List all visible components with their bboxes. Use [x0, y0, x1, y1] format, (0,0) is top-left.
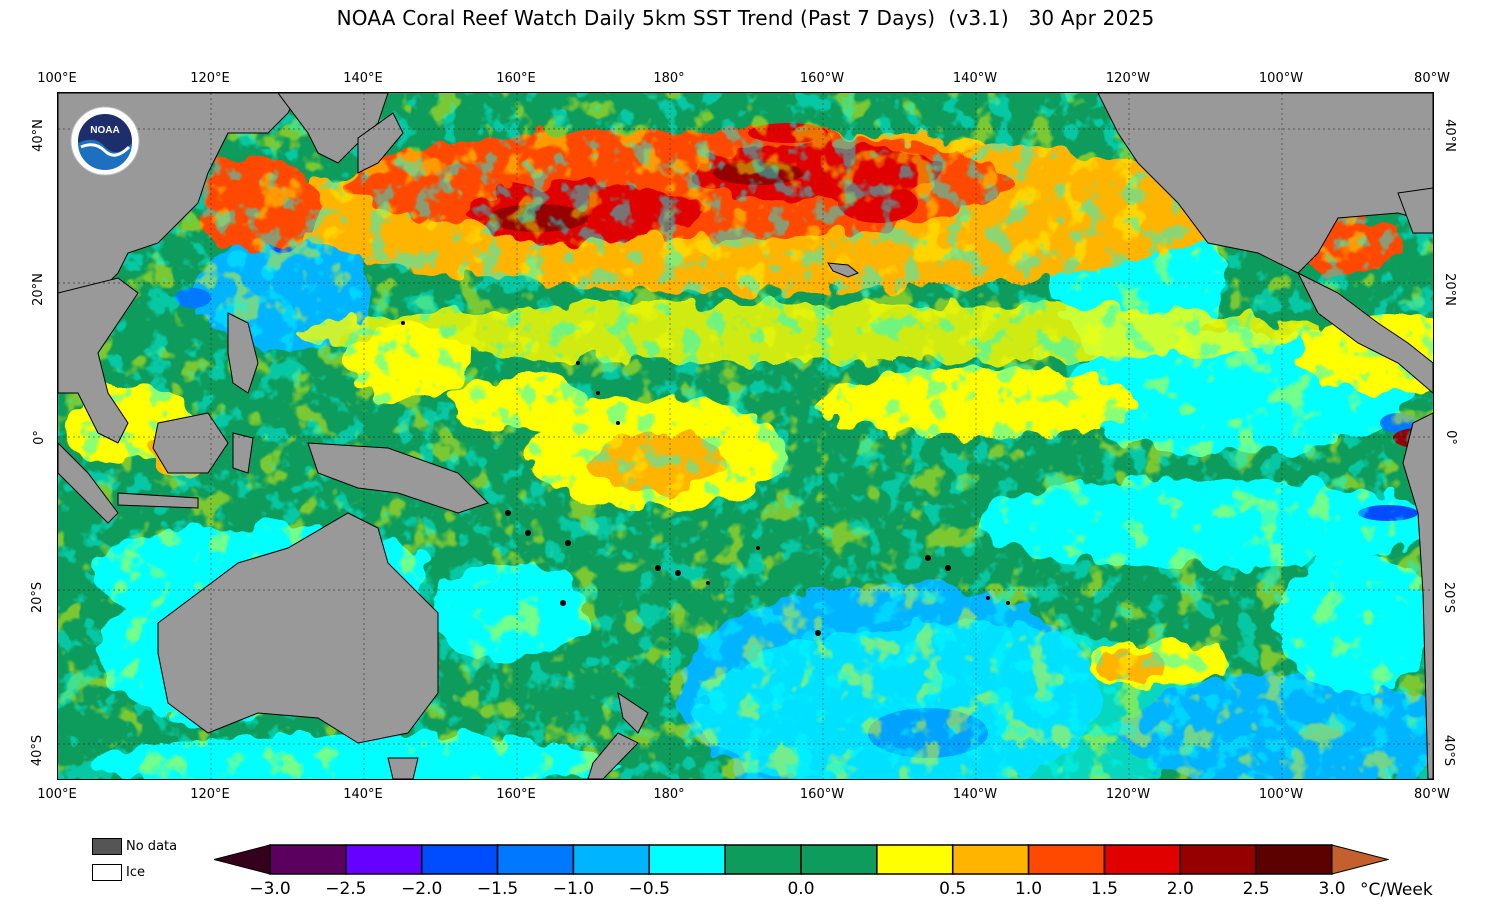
colorbar-under-arrow: [214, 844, 271, 875]
colorbar-tick-label: −3.0: [249, 879, 291, 899]
japan-landmass: [277, 93, 389, 164]
lon-label: 160°E: [496, 787, 536, 802]
lat-label: 0°: [1442, 430, 1458, 445]
colorbar-segment: [1255, 844, 1333, 875]
lon-label: 140°E: [343, 787, 383, 802]
colorbar-tick-label: −1.5: [476, 879, 519, 899]
lon-label: 100°E: [37, 787, 77, 802]
lat-label: 0°: [31, 430, 47, 445]
colorbar-segment: [269, 844, 347, 875]
page-title: NOAA Coral Reef Watch Daily 5km SST Tren…: [336, 6, 1155, 30]
australia: [157, 512, 439, 744]
sumatra: [58, 442, 119, 524]
colorbar-tick-label: −0.5: [628, 879, 670, 899]
java: [117, 492, 199, 509]
borneo: [152, 412, 229, 474]
colorbar-segment: [648, 844, 726, 875]
colorbar: [214, 844, 1389, 875]
lon-label: 180°: [653, 787, 685, 802]
lon-label: 160°E: [496, 71, 536, 86]
colorbar-tick-label: 2.0: [1166, 879, 1194, 899]
lon-label: 160°W: [799, 71, 845, 86]
lat-label: 20°N: [30, 273, 46, 306]
units-label: °C/Week: [1360, 880, 1433, 900]
lon-label: 160°W: [799, 787, 845, 802]
colorbar-segment: [1179, 844, 1257, 875]
land-masses: [58, 93, 1433, 779]
colorbar-tick-label: −2.5: [325, 879, 367, 899]
lon-label: 80°W: [1414, 71, 1450, 86]
graticule: [58, 93, 1433, 779]
lat-label: 40°N: [1441, 119, 1457, 152]
lat-label: 40°S: [1441, 734, 1457, 767]
colorbar-segment: [420, 844, 499, 875]
colorbar-over-arrow: [1331, 844, 1389, 875]
lon-label: 120°W: [1105, 71, 1151, 86]
colorbar-segment: [724, 844, 802, 875]
lon-label: 100°W: [1258, 71, 1304, 86]
lon-label: 80°W: [1414, 787, 1450, 802]
colorbar-tick-label: 1.5: [1090, 879, 1118, 899]
ice-label: Ice: [126, 865, 145, 880]
lon-label: 140°W: [952, 787, 998, 802]
colorbar-tick-label: −2.0: [401, 879, 443, 899]
lat-label: 40°N: [30, 119, 46, 152]
lon-label: 140°E: [343, 71, 383, 86]
ice-swatch: [92, 864, 122, 881]
new-zealand-north: [617, 691, 649, 734]
colorbar-tick-label: 2.5: [1242, 879, 1270, 899]
lat-label: 20°S: [1441, 581, 1457, 614]
south-america: [1402, 412, 1433, 779]
pacific-islands: [401, 321, 1010, 636]
lon-label: 100°W: [1258, 787, 1304, 802]
sulawesi: [232, 432, 254, 474]
lon-label: 120°E: [190, 71, 230, 86]
indochina-landmass: [58, 277, 139, 444]
colorbar-tick-label: 0.5: [939, 879, 967, 899]
philippines: [227, 312, 259, 394]
no-data-swatch: [92, 838, 122, 855]
lat-label: 40°S: [30, 734, 46, 767]
colorbar-segment: [345, 844, 423, 875]
sst-trend-map: NOAA: [57, 92, 1434, 780]
no-data-label: No data: [126, 839, 178, 854]
japan-island: [357, 112, 404, 174]
colorbar-segment: [876, 844, 954, 875]
lat-label: 20°S: [30, 581, 46, 614]
colorbar-segment: [1027, 844, 1106, 875]
colorbar-tick-label: 1.0: [1015, 879, 1043, 899]
colorbar-segment: [800, 844, 878, 875]
lat-label: 20°N: [1441, 273, 1457, 306]
colorbar-segment: [496, 844, 575, 875]
new-zealand-south: [587, 732, 639, 779]
colorbar-tick-label: −1.0: [552, 879, 595, 899]
noaa-logo-text: NOAA: [90, 125, 119, 136]
colorbar-segment: [572, 844, 651, 875]
map-canvas: NOAA: [58, 93, 1433, 779]
new-guinea: [307, 442, 489, 514]
florida: [1397, 187, 1433, 234]
lon-label: 100°E: [37, 71, 77, 86]
tasmania: [387, 757, 419, 779]
colorbar-tick-label: 0.0: [787, 879, 815, 899]
central-america: [1296, 271, 1433, 394]
lon-label: 120°W: [1105, 787, 1151, 802]
colorbar-tick-label: 3.0: [1318, 879, 1346, 899]
noaa-logo: NOAA: [70, 106, 140, 176]
colorbar-segment: [951, 844, 1030, 875]
lon-label: 120°E: [190, 787, 230, 802]
hawaii: [827, 262, 859, 278]
colorbar-segment: [1103, 844, 1182, 875]
lon-label: 140°W: [952, 71, 998, 86]
lon-label: 180°: [653, 71, 685, 86]
